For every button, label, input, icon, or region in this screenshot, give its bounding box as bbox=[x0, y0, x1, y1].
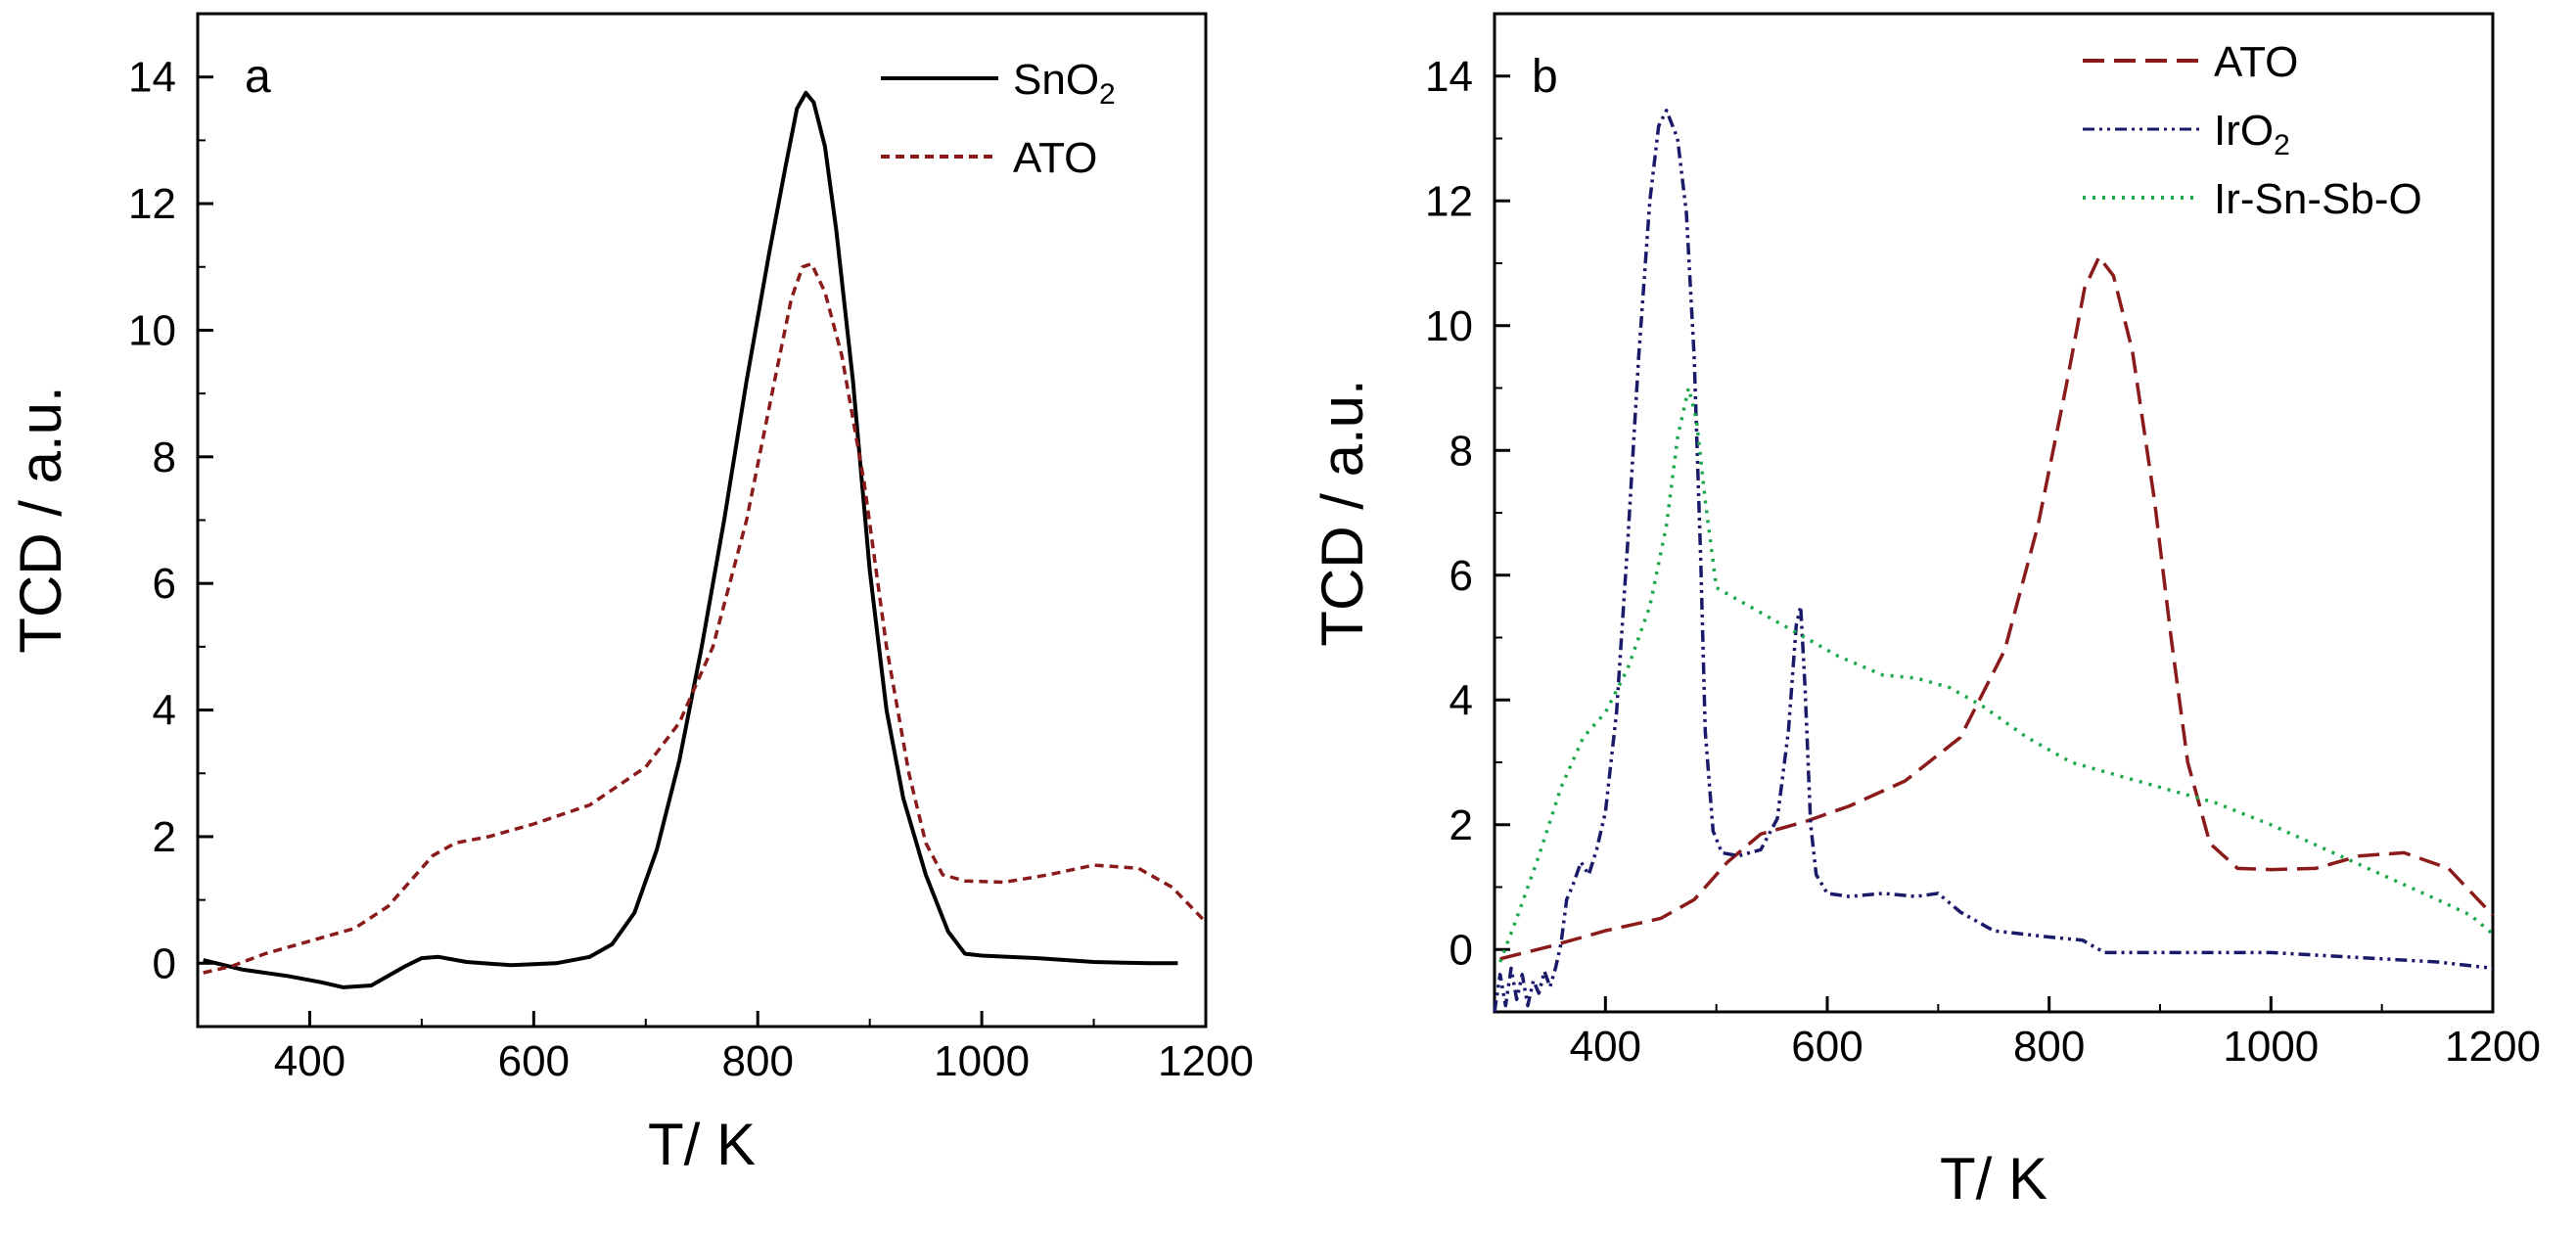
panel-a: a 400 600 800 1000 1200 0 2 4 6 8 10 12 14 T/ K TCD… bbox=[8, 12, 1254, 1177]
x-tick-label: 800 bbox=[2013, 1023, 2085, 1071]
series-curves bbox=[1493, 109, 2495, 1013]
y-tick-label: 0 bbox=[1449, 926, 1473, 974]
x-axis-tick-labels: 400 600 800 1000 1200 bbox=[1570, 1023, 2541, 1071]
x-tick-label: 1000 bbox=[934, 1037, 1030, 1085]
y-tick-label: 4 bbox=[153, 687, 176, 735]
legend-label-sno2: SnO2 bbox=[1013, 56, 1116, 111]
x-tick-label: 1200 bbox=[1158, 1037, 1254, 1085]
y-tick-label: 12 bbox=[128, 180, 176, 228]
y-tick-label: 14 bbox=[128, 54, 176, 102]
series-line-sno2 bbox=[203, 90, 1178, 989]
x-axis-title: T/ K bbox=[1940, 1146, 2047, 1212]
y-tick-label: 8 bbox=[1449, 427, 1473, 475]
x-axis-title: T/ K bbox=[648, 1112, 756, 1177]
y-tick-label: 0 bbox=[153, 939, 176, 987]
y-tick-label: 8 bbox=[153, 434, 176, 481]
x-tick-label: 600 bbox=[1791, 1023, 1863, 1071]
y-axis-ticks bbox=[198, 13, 213, 1028]
y-axis-tick-labels: 0 2 4 6 8 10 12 14 bbox=[128, 54, 176, 988]
y-axis-title: TCD / a.u. bbox=[1310, 379, 1375, 646]
legend-label-ir-sn-sb-o: Ir-Sn-Sb-O bbox=[2214, 175, 2422, 223]
legend: ATO IrO2 Ir-Sn-Sb-O bbox=[2083, 38, 2422, 223]
legend-label-ato: ATO bbox=[2214, 38, 2298, 86]
y-tick-label: 6 bbox=[1449, 552, 1473, 600]
y-tick-label: 14 bbox=[1425, 53, 1473, 101]
panel-label: b bbox=[1532, 51, 1558, 103]
series-line-iro2 bbox=[1493, 109, 2494, 1013]
y-axis-ticks bbox=[1495, 13, 1510, 1013]
legend-label-iro2: IrO2 bbox=[2214, 107, 2290, 161]
x-tick-label: 400 bbox=[274, 1037, 345, 1085]
x-axis-ticks bbox=[1494, 996, 2495, 1012]
legend: SnO2 ATO bbox=[881, 56, 1116, 182]
x-axis-tick-labels: 400 600 800 1000 1200 bbox=[274, 1037, 1254, 1085]
y-tick-label: 2 bbox=[1449, 801, 1473, 849]
x-tick-label: 1000 bbox=[2223, 1023, 2319, 1071]
x-tick-label: 400 bbox=[1570, 1023, 1641, 1071]
y-tick-label: 4 bbox=[1449, 676, 1473, 724]
y-tick-label: 10 bbox=[128, 306, 176, 354]
series-curves bbox=[203, 90, 1208, 989]
x-tick-label: 800 bbox=[722, 1037, 794, 1085]
x-tick-label: 1200 bbox=[2445, 1023, 2541, 1071]
legend-label-ato: ATO bbox=[1013, 134, 1097, 182]
panel-b: b 400 600 800 1000 1200 0 2 4 6 8 10 12 14 T/ K TCD… bbox=[1310, 12, 2541, 1212]
y-tick-label: 2 bbox=[153, 813, 176, 861]
y-axis-title: TCD / a.u. bbox=[8, 386, 73, 653]
y-tick-label: 12 bbox=[1425, 177, 1473, 225]
y-tick-label: 6 bbox=[153, 560, 176, 608]
y-axis-tick-labels: 0 2 4 6 8 10 12 14 bbox=[1425, 53, 1473, 975]
x-axis-ticks bbox=[197, 1011, 1208, 1027]
panel-label: a bbox=[245, 51, 271, 103]
y-tick-label: 10 bbox=[1425, 302, 1473, 350]
series-line-ato bbox=[203, 261, 1208, 975]
x-tick-label: 600 bbox=[498, 1037, 570, 1085]
series-line-ir-sn-sb-o bbox=[1498, 386, 2495, 963]
series-line-ato bbox=[1499, 254, 2495, 961]
